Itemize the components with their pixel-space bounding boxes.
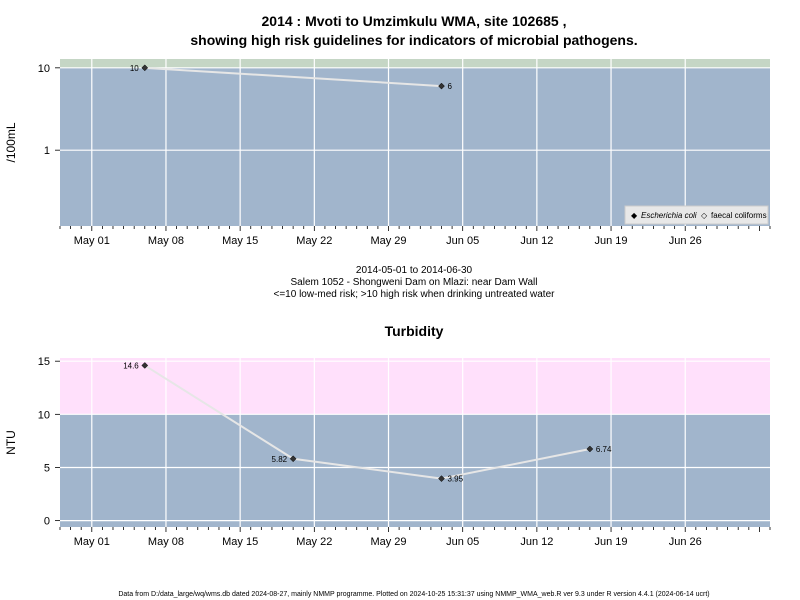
x-tick-label: May 29 [370,536,406,548]
data-label: 6.74 [596,445,612,454]
data-point [141,362,149,369]
microbial-panel: May 01 May 08 May 15 May 22 May 29 Jun 05 Jun … [4,59,771,247]
risk-caption: <=10 low-med risk; >10 high risk when dr… [274,289,556,300]
y-axis-label: NTU [4,430,18,455]
legend-symbol: ◆ [631,211,638,220]
legend-symbol: ◇ [701,211,708,220]
data-point [289,455,297,463]
x-tick-label: May 08 [148,536,184,548]
x-tick-label: Jun 05 [446,235,479,247]
chart-title: 2014 : Mvoti to Umzimkulu WMA, site 1026… [262,13,567,29]
legend-label: Escherichia coli [641,211,697,220]
x-tick-label: May 22 [296,536,332,548]
high-risk-band [60,59,770,68]
x-tick-label: Jun 26 [669,235,702,247]
x-tick-label: Jun 19 [595,536,628,548]
turbidity-panel: May 01 May 08 May 15 May 22 May 29 Jun 05 Jun … [4,356,771,548]
site-caption: Salem 1052 - Shongweni Dam on Mlazi: nea… [291,277,538,288]
data-point [438,82,445,90]
data-point [586,445,594,453]
x-tick-label: May 29 [370,235,406,247]
x-tick-label: May 01 [74,235,110,247]
y-axis-label: /100mL [4,122,18,162]
legend-label: faecal coliforms [711,211,767,220]
x-tick-label: Jun 19 [595,235,628,247]
x-tick-label: May 22 [296,235,332,247]
x-tick-label: Jun 05 [446,536,479,548]
turbidity-title: Turbidity [385,323,444,339]
y-tick-label: 10 [38,63,50,75]
x-tick-label: May 15 [222,536,258,548]
date-range-caption: 2014-05-01 to 2014-06-30 [356,265,473,276]
plot-area [60,59,770,226]
x-tick-label: May 08 [148,235,184,247]
footer-note: Data from D:/data_large/wq/wms.db dated … [118,591,709,598]
y-tick-label: 15 [38,356,50,368]
data-label: 3.95 [447,475,463,484]
x-tick-label: Jun 12 [520,235,553,247]
data-label: 6 [447,82,452,91]
y-tick-label: 5 [44,462,50,474]
y-tick-label: 1 [44,145,50,157]
chart-subtitle: showing high risk guidelines for indicat… [190,32,637,48]
data-label: 14.6 [123,361,139,370]
data-label: 5.82 [272,455,288,464]
x-tick-label: Jun 12 [520,536,553,548]
data-point [438,475,445,482]
y-tick-label: 0 [44,516,50,528]
series-line [144,66,442,88]
data-label: 10 [130,64,139,73]
y-tick-label: 10 [38,409,50,421]
legend-box [624,205,769,225]
data-point [141,64,149,72]
x-tick-label: May 01 [74,536,110,548]
series-line [144,364,591,480]
x-tick-label: Jun 26 [669,536,702,548]
x-tick-label: May 15 [222,235,258,247]
